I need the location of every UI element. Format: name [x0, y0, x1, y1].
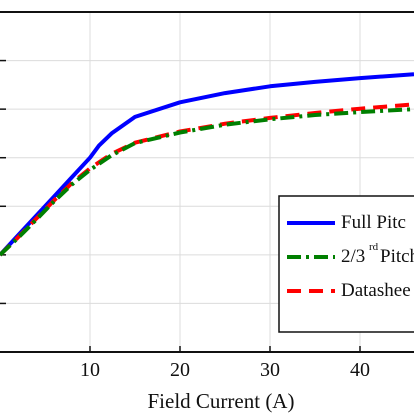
legend-box — [278, 195, 414, 333]
x-tick-label: 30 — [260, 359, 280, 381]
series-line-2-3rd-pitch — [0, 107, 414, 257]
plot-frame — [0, 11, 414, 353]
ticks: 10 20 30 40 — [0, 59, 370, 381]
grid — [0, 12, 414, 352]
x-tick-label: 40 — [350, 359, 370, 381]
legend-label-superscript: rd — [369, 241, 379, 253]
x-tick-label: 10 — [80, 359, 100, 381]
legend-label: Datashee — [341, 280, 411, 301]
series-line-full-pitch — [0, 72, 414, 257]
legend-label-prefix: 2/3 — [341, 246, 365, 267]
x-tick-label: 20 — [170, 359, 190, 381]
series — [0, 72, 414, 257]
legend: Full Pitc 2/3 rdPitch Datashee — [278, 195, 414, 333]
legend-label: Pitch — [380, 246, 414, 267]
x-axis-label: Field Current (A) — [148, 389, 295, 413]
legend-entries: Full Pitc 2/3 rdPitch Datashee — [287, 212, 414, 301]
legend-label: Full Pitc — [341, 212, 406, 233]
